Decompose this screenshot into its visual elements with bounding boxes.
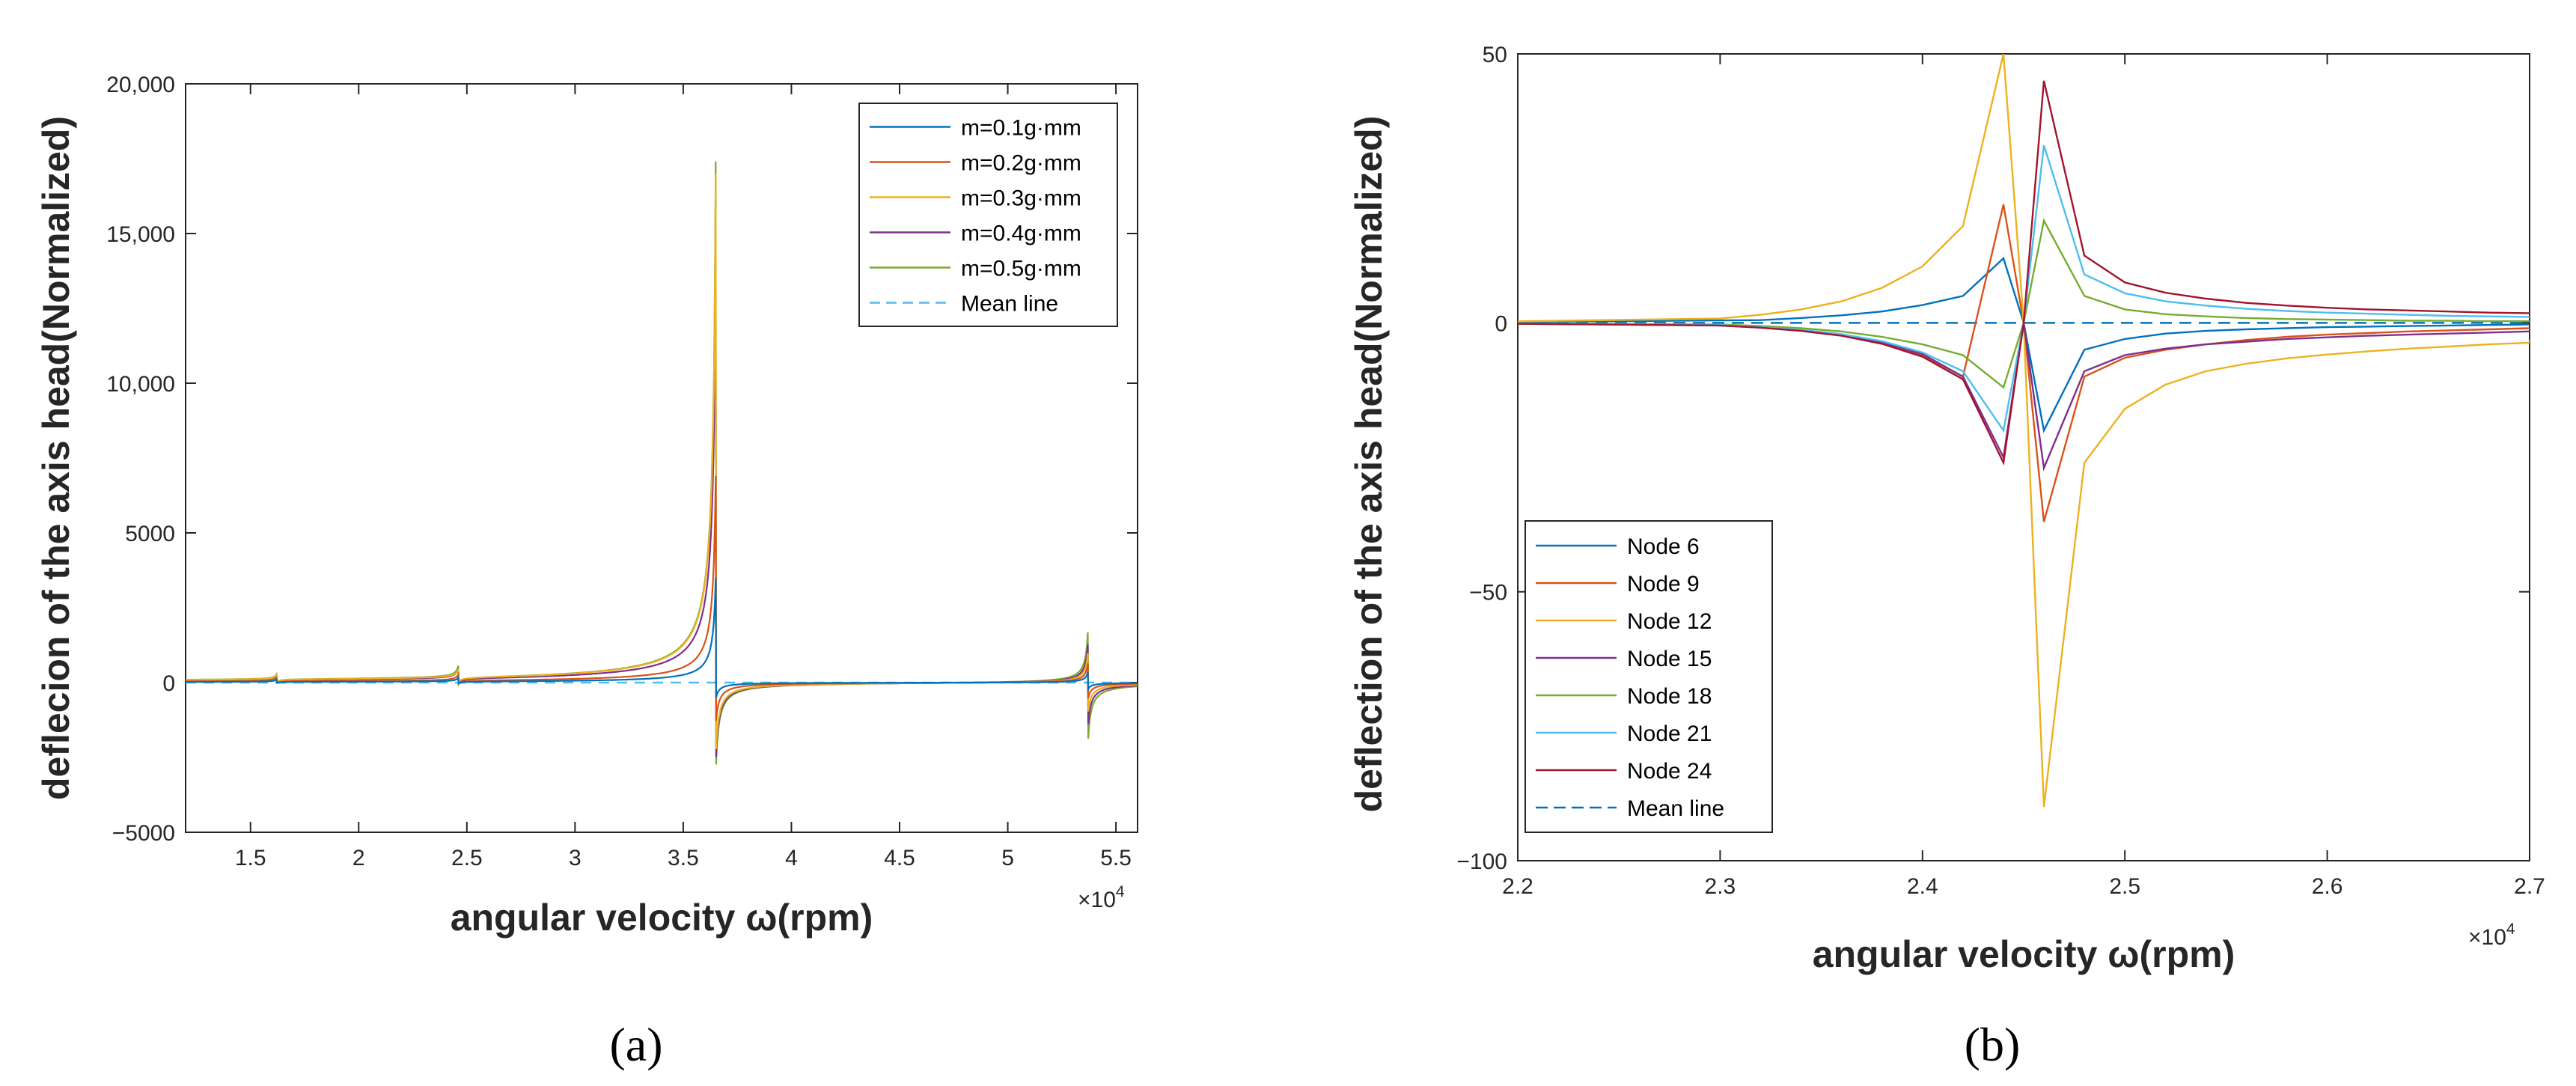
legend-entry-label: m=0.1g·mm (961, 116, 1081, 141)
legend-entry-label: m=0.5g·mm (961, 257, 1081, 281)
series-line (1518, 218, 2530, 389)
chart-a-y-axis-label: deflecion of the axis head(Normalized) (35, 116, 77, 800)
x-tick-label: 2.2 (1502, 874, 1533, 899)
x-tick-label: 2.3 (1705, 874, 1736, 899)
series-line (1518, 80, 2530, 466)
y-tick-label: 0 (162, 671, 175, 696)
y-tick-label: −100 (1456, 849, 1507, 874)
x-tick-label: 2 (352, 846, 365, 870)
chart-b: 2.2 2.3 2.4 2.5 2.6 2.7 −100 −50 0 50 deflection… (1348, 43, 2545, 1071)
chart-b-legend: Node 6 Node 9 Node 12 Node 15 Node 18 Node 21… (1524, 520, 1773, 833)
x-tick-label: 3.5 (668, 846, 699, 870)
chart-b-y-axis-label: deflection of the axis head(Normalized) (1348, 116, 1390, 813)
chart-b-x-multiplier-exp: 4 (2506, 921, 2515, 938)
series-line (1518, 144, 2530, 433)
legend-entry-label: Mean line (961, 292, 1058, 317)
legend-entry-label: m=0.3g·mm (961, 186, 1081, 211)
x-tick-label: 5.5 (1100, 846, 1132, 870)
y-tick-label: 20,000 (106, 73, 175, 97)
y-tick-label: 15,000 (106, 222, 175, 247)
x-tick-label: 2.7 (2514, 874, 2545, 899)
chart-b-x-multiplier: ×104 (2468, 921, 2515, 950)
chart-a-x-multiplier: ×104 (1078, 883, 1125, 912)
chart-a-x-axis-label: angular velocity ω(rpm) (451, 897, 873, 939)
y-tick-label: 50 (1483, 43, 1507, 67)
y-tick-label: −50 (1469, 581, 1507, 605)
legend-entry-label: Node 24 (1627, 759, 1712, 784)
legend-entry-label: Node 6 (1627, 534, 1700, 559)
chart-b-panel-label: (b) (1965, 1018, 2021, 1071)
y-tick-label: 0 (1495, 311, 1507, 336)
chart-a-legend: m=0.1g·mm m=0.2g·mm m=0.3g·mm m=0.4g·mm m=0.… (858, 103, 1118, 327)
legend-entry-label: Node 21 (1627, 722, 1712, 746)
x-tick-label: 1.5 (235, 846, 266, 870)
x-tick-label: 4 (785, 846, 798, 870)
legend-box (1524, 520, 1773, 833)
chart-b-x-axis-label: angular velocity ω(rpm) (1813, 933, 2235, 975)
x-tick-label: 2.5 (2109, 874, 2140, 899)
y-tick-label: 5000 (125, 522, 175, 546)
x-tick-label: 4.5 (884, 846, 915, 870)
legend-entry-label: m=0.4g·mm (961, 222, 1081, 246)
x-tick-label: 2.4 (1907, 874, 1938, 899)
chart-a-x-multiplier-exp: 4 (1116, 883, 1125, 900)
series-line (186, 577, 1138, 698)
y-tick-label: 10,000 (106, 372, 175, 397)
legend-entry-label: Node 12 (1627, 609, 1712, 634)
legend-entry-label: Node 9 (1627, 572, 1700, 597)
chart-a-panel-label: (a) (609, 1018, 662, 1071)
legend-box (858, 103, 1118, 327)
legend-entry-label: Mean line (1627, 796, 1724, 821)
series-line (1518, 256, 2530, 433)
legend-entry-label: Node 15 (1627, 647, 1712, 671)
y-tick-label: −5000 (112, 821, 175, 846)
chart-a: 1.5 2 2.5 3 3.5 4 4.5 5 5.5 −5000 0 5000 10,000 15,0… (35, 73, 1138, 1071)
x-tick-label: 2.5 (451, 846, 483, 870)
x-tick-label: 5 (1001, 846, 1014, 870)
legend-entry-label: Node 18 (1627, 684, 1712, 709)
x-tick-label: 3 (569, 846, 582, 870)
legend-entry-label: m=0.2g·mm (961, 151, 1081, 176)
series-line (1518, 54, 2530, 808)
x-tick-label: 2.6 (2312, 874, 2343, 899)
